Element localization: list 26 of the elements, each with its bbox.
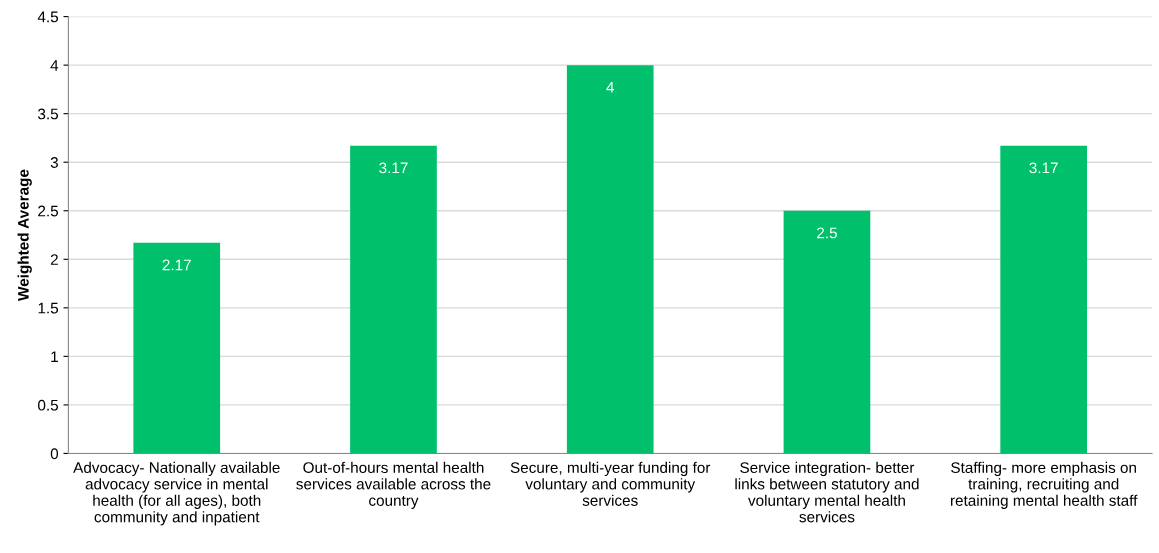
bar — [1000, 145, 1088, 454]
x-tick-label: Secure, multi-year funding for voluntary and community services — [510, 461, 711, 506]
bar — [350, 145, 437, 454]
bar — [783, 210, 871, 454]
y-axis-title: Weighted Average — [17, 169, 32, 301]
y-tick-label: 1 — [51, 351, 58, 362]
bar — [133, 242, 221, 454]
y-tick-label: 0.5 — [38, 399, 59, 411]
data-label: 3.17 — [1029, 162, 1058, 174]
data-label: 4 — [606, 82, 615, 93]
data-label: 2.17 — [162, 259, 191, 271]
y-tick-label: 3.5 — [38, 108, 59, 120]
x-tick-label: Staffing- more emphasis on training, recruiting and retaining mental health staff — [950, 461, 1138, 509]
y-tick-label: 0 — [50, 448, 59, 460]
x-tick-label: Service integration- better links between statutory and voluntary mental health services — [735, 461, 919, 523]
data-label: 2.5 — [817, 227, 837, 239]
data-label: 3.17 — [379, 162, 408, 174]
y-tick-label: 3 — [50, 157, 58, 168]
y-tick-label: 4 — [50, 60, 59, 71]
y-tick-label: 2 — [50, 254, 58, 265]
y-tick-label: 4.5 — [37, 11, 59, 23]
x-tick-label: Out-of-hours mental health services available across the country — [296, 461, 491, 509]
y-tick-label: 1.5 — [38, 302, 59, 314]
y-tick-label: 2.5 — [38, 205, 59, 217]
x-tick-label: Advocacy- Nationally available advocacy service in mental health (for all ages), both community and inpatient — [73, 461, 280, 526]
bar — [566, 65, 654, 454]
